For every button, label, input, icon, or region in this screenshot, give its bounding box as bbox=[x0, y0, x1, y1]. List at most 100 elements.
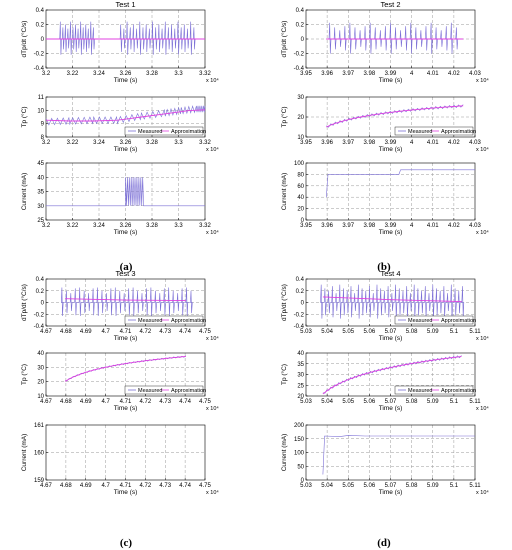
series-measured bbox=[326, 169, 475, 198]
y-tick-label: 0 bbox=[41, 301, 45, 307]
x-tick-label: 3.99 bbox=[385, 223, 397, 229]
x-axis-multiplier: x 10⁴ bbox=[206, 405, 219, 412]
x-tick-label: 3.97 bbox=[342, 71, 354, 77]
legend-label-measured: Measured bbox=[408, 129, 432, 135]
x-tick-label: 4 bbox=[410, 223, 414, 229]
x-axis-label: Time (s) bbox=[114, 77, 138, 84]
series-measured bbox=[45, 105, 206, 126]
chart-title: Test 1 bbox=[115, 0, 135, 9]
x-axis-multiplier: x 10⁴ bbox=[206, 77, 219, 84]
x-tick-label: 5.06 bbox=[364, 329, 376, 335]
x-tick-label: 3.22 bbox=[67, 71, 79, 77]
x-tick-label: 4.71 bbox=[120, 399, 132, 405]
x-tick-label: 4.69 bbox=[80, 483, 92, 489]
x-tick-label: 5.09 bbox=[427, 483, 439, 489]
series-measured bbox=[65, 355, 187, 382]
y-tick-label: 30 bbox=[297, 373, 304, 379]
x-tick-label: 4.67 bbox=[40, 329, 52, 335]
chart-title: Test 3 bbox=[115, 269, 135, 278]
chart-5 bbox=[305, 96, 476, 138]
x-tick-label: 5.07 bbox=[385, 329, 397, 335]
x-tick-label: 3.97 bbox=[342, 223, 354, 229]
y-tick-label: 9 bbox=[41, 122, 45, 128]
x-tick-label: 4.69 bbox=[80, 399, 92, 405]
y-tick-label: 0.2 bbox=[296, 289, 305, 295]
x-tick-label: 4.75 bbox=[199, 483, 211, 489]
x-tick-label: 4.67 bbox=[40, 399, 52, 405]
y-tick-label: 0.2 bbox=[36, 289, 45, 295]
x-tick-label: 3.2 bbox=[42, 223, 51, 229]
x-tick-label: 4.02 bbox=[448, 140, 460, 146]
x-tick-label: 5.1 bbox=[450, 399, 459, 405]
chart-10 bbox=[305, 278, 476, 327]
x-tick-label: 5.03 bbox=[300, 329, 312, 335]
series-approximation bbox=[45, 109, 206, 122]
legend-label-approximation: Approximation bbox=[171, 318, 206, 324]
x-tick-label: 5.04 bbox=[321, 399, 333, 405]
x-tick-label: 3.3 bbox=[174, 140, 183, 146]
x-tick-label: 3.97 bbox=[342, 140, 354, 146]
y-tick-label: 0 bbox=[41, 37, 45, 43]
x-tick-label: 3.32 bbox=[199, 223, 211, 229]
x-axis-multiplier: x 10⁴ bbox=[476, 335, 489, 342]
x-tick-label: 3.98 bbox=[364, 140, 376, 146]
chart-2 bbox=[45, 96, 206, 138]
x-tick-label: 4.02 bbox=[448, 223, 460, 229]
y-tick-label: 25 bbox=[297, 383, 304, 389]
x-axis-label: Time (s) bbox=[379, 229, 403, 236]
x-axis-multiplier: x 10⁴ bbox=[476, 405, 489, 412]
series-measured bbox=[46, 177, 205, 207]
y-tick-label: -0.2 bbox=[294, 52, 305, 58]
chart-7 bbox=[45, 278, 206, 327]
y-axis-label: Current (mA) bbox=[281, 173, 288, 211]
x-tick-label: 4.01 bbox=[427, 140, 439, 146]
x-tick-label: 4.75 bbox=[199, 329, 211, 335]
x-axis-label: Time (s) bbox=[114, 489, 138, 496]
x-tick-label: 3.22 bbox=[67, 223, 79, 229]
y-tick-label: 45 bbox=[37, 161, 44, 167]
y-tick-label: 40 bbox=[297, 351, 304, 357]
y-axis-label: Tp (°C) bbox=[280, 364, 288, 385]
y-tick-label: 30 bbox=[37, 204, 44, 210]
y-tick-label: 0.2 bbox=[296, 23, 305, 29]
x-tick-label: 4.7 bbox=[101, 483, 110, 489]
y-tick-label: 10 bbox=[37, 394, 44, 400]
x-tick-label: 3.98 bbox=[364, 223, 376, 229]
x-tick-label: 5.11 bbox=[469, 483, 481, 489]
y-tick-label: -0.4 bbox=[294, 66, 305, 72]
y-tick-label: 0.4 bbox=[296, 277, 305, 283]
x-tick-label: 3.3 bbox=[174, 223, 183, 229]
y-tick-label: 0 bbox=[301, 478, 305, 484]
legend-label-approximation: Approximation bbox=[171, 388, 206, 394]
x-axis-multiplier: x 10⁴ bbox=[206, 146, 219, 153]
x-tick-label: 5.03 bbox=[300, 483, 312, 489]
x-tick-label: 4.03 bbox=[469, 71, 481, 77]
x-tick-label: 5.08 bbox=[406, 483, 418, 489]
y-tick-label: 40 bbox=[37, 175, 44, 181]
x-axis-label: Time (s) bbox=[379, 77, 403, 84]
chart-1 bbox=[45, 9, 206, 69]
y-tick-label: -0.2 bbox=[34, 52, 45, 58]
legend-label-measured: Measured bbox=[138, 388, 162, 394]
legend-label-measured: Measured bbox=[138, 129, 162, 135]
y-tick-label: 0 bbox=[301, 301, 305, 307]
legend-label-approximation: Approximation bbox=[441, 129, 476, 135]
y-tick-label: 35 bbox=[297, 362, 304, 368]
y-tick-label: 161 bbox=[34, 423, 45, 429]
y-tick-label: 20 bbox=[37, 380, 44, 386]
x-tick-label: 4.75 bbox=[199, 399, 211, 405]
x-tick-label: 3.24 bbox=[93, 140, 105, 146]
x-tick-label: 3.99 bbox=[385, 71, 397, 77]
y-tick-label: 25 bbox=[37, 218, 44, 224]
x-tick-label: 4.03 bbox=[469, 140, 481, 146]
chart-11 bbox=[305, 352, 476, 397]
legend-label-approximation: Approximation bbox=[441, 388, 476, 394]
x-tick-label: 3.32 bbox=[199, 71, 211, 77]
x-tick-label: 5.07 bbox=[385, 399, 397, 405]
x-tick-label: 3.26 bbox=[120, 140, 132, 146]
x-tick-label: 4.73 bbox=[159, 329, 171, 335]
x-tick-label: 4.73 bbox=[159, 483, 171, 489]
legend-label-approximation: Approximation bbox=[441, 318, 476, 324]
x-tick-label: 4.71 bbox=[120, 483, 132, 489]
